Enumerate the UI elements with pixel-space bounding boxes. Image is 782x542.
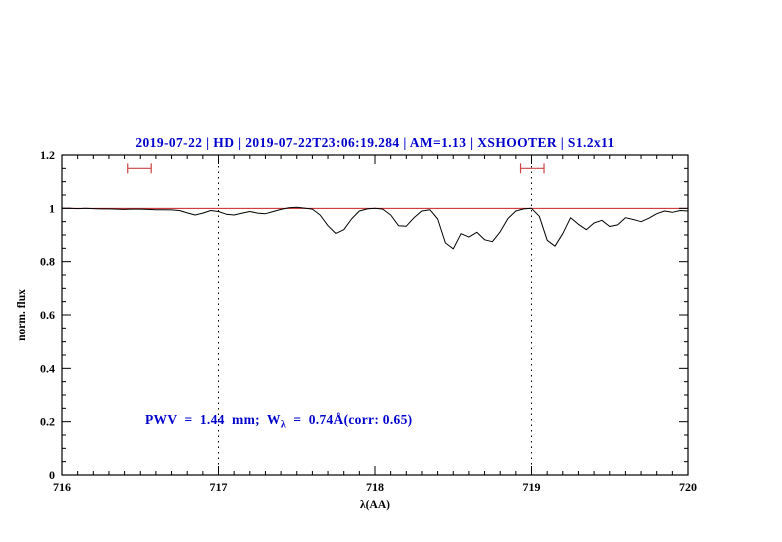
- svg-text:719: 719: [523, 480, 541, 494]
- svg-text:720: 720: [679, 480, 697, 494]
- x-axis-label: λ(AA): [360, 499, 390, 511]
- svg-text:0.4: 0.4: [40, 361, 55, 375]
- pwv-annotation: PWV = 1.44 mm; Wλ = 0.74Å(corr: 0.65): [145, 412, 412, 431]
- plot-title: 2019-07-22 | HD | 2019-07-22T23:06:19.28…: [135, 135, 615, 150]
- svg-text:0: 0: [49, 468, 55, 482]
- svg-text:0.2: 0.2: [40, 415, 55, 429]
- lambda-subscript: λ: [280, 419, 287, 431]
- svg-text:1: 1: [49, 201, 55, 215]
- svg-text:0.8: 0.8: [40, 255, 55, 269]
- pwv-annotation-prefix: PWV = 1.44 mm; W: [145, 412, 281, 427]
- svg-text:717: 717: [210, 480, 228, 494]
- pwv-annotation-suffix: = 0.74Å(corr: 0.65): [286, 412, 413, 427]
- svg-text:0.6: 0.6: [40, 308, 55, 322]
- svg-text:718: 718: [366, 480, 384, 494]
- svg-text:1.2: 1.2: [40, 148, 55, 162]
- y-axis-label: norm. flux: [16, 289, 28, 341]
- svg-text:716: 716: [53, 480, 71, 494]
